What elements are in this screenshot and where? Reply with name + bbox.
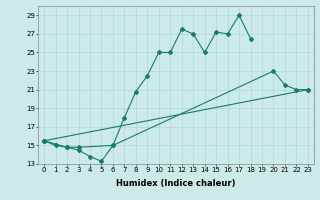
X-axis label: Humidex (Indice chaleur): Humidex (Indice chaleur) [116,179,236,188]
